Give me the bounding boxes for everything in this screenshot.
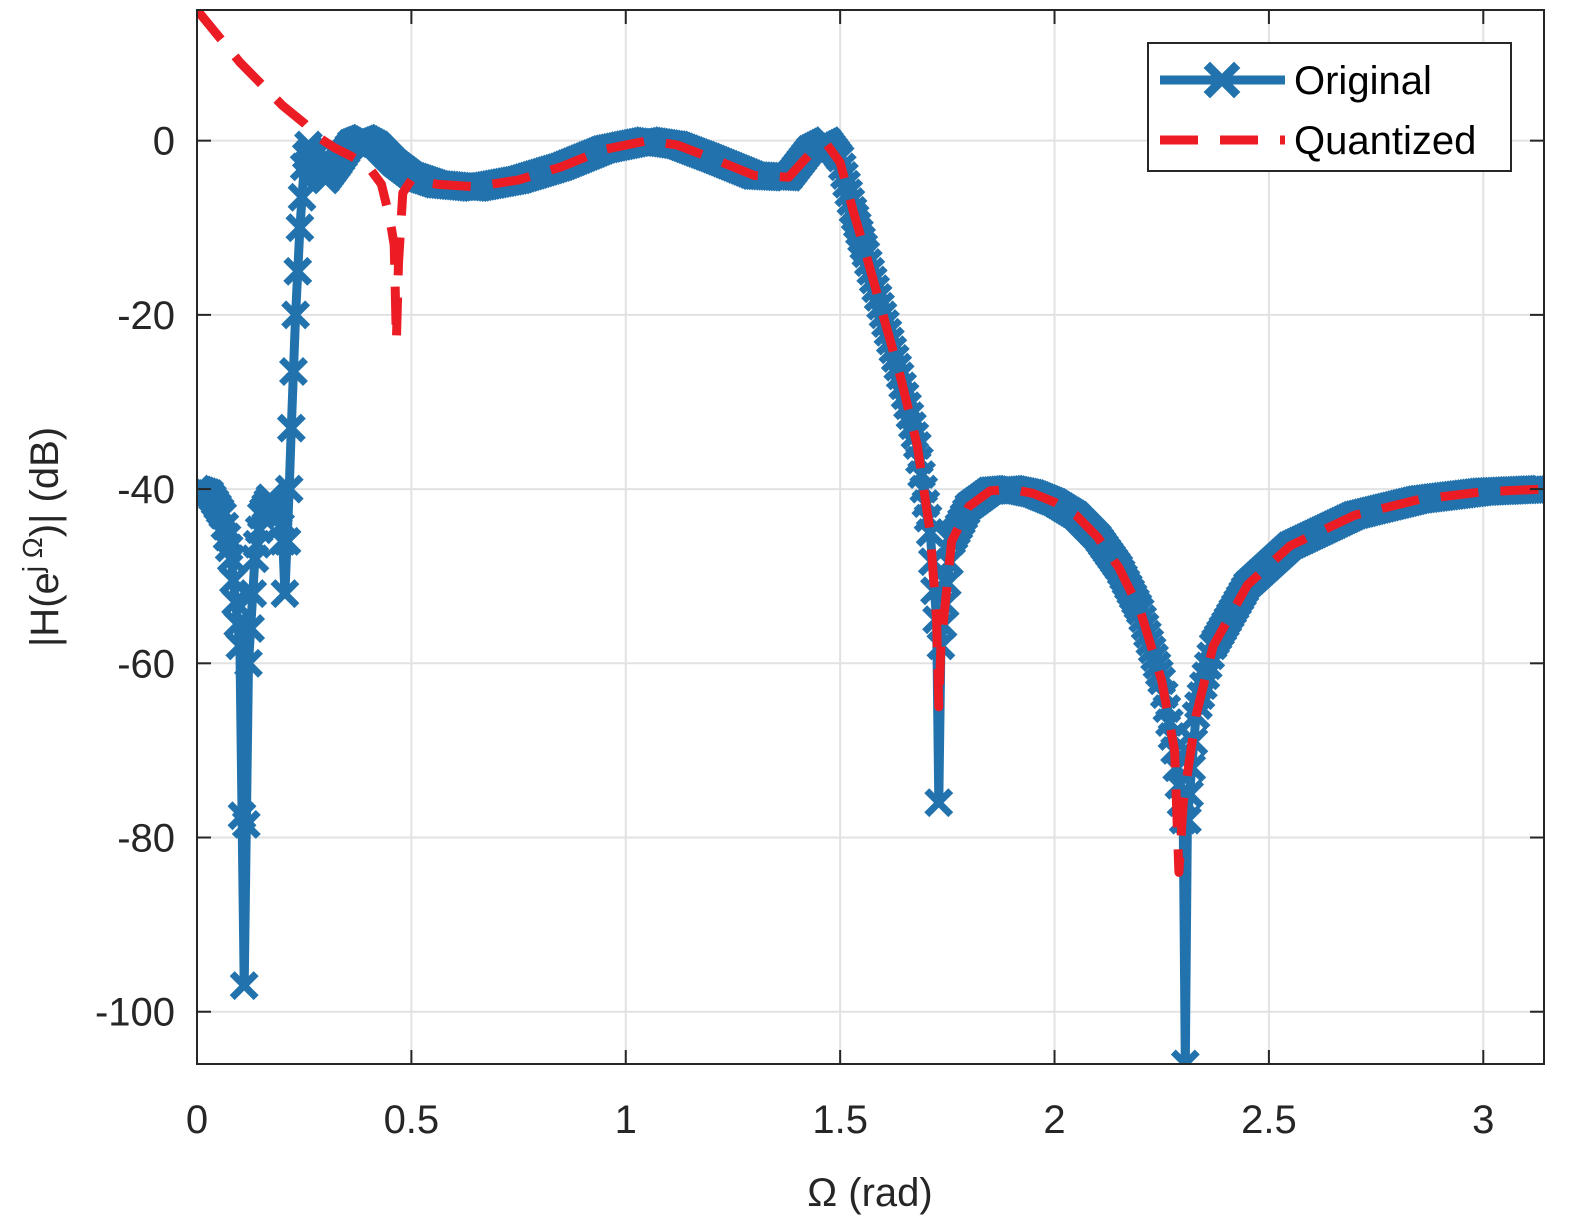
axes-box	[196, 9, 1545, 1065]
legend: Original Quantized	[1147, 42, 1512, 172]
axis-ticks: 0 0.5 1 1.5 2 2.5 3 0 -20 -40 -60 -80 -100	[95, 10, 1544, 1142]
y-tick-label: -60	[117, 642, 175, 686]
original-data-point	[287, 182, 317, 212]
original-data-point	[238, 579, 268, 609]
y-axis-label-tail: )| (dB)	[23, 427, 67, 537]
series-group	[197, 10, 1544, 1064]
x-tick-label: 0	[186, 1098, 208, 1142]
original-data-point	[231, 809, 261, 839]
y-tick-label: 0	[153, 120, 175, 164]
series-quantized-line	[197, 10, 1544, 877]
original-data-point	[225, 631, 255, 661]
original-data-point	[1170, 1049, 1200, 1064]
y-axis-label: |H(ej Ω)| (dB)	[17, 427, 67, 647]
x-tick-label: 2.5	[1241, 1098, 1297, 1142]
grid	[196, 10, 1544, 1064]
x-tick-label: 0.5	[384, 1098, 440, 1142]
original-data-point	[272, 526, 302, 556]
original-data-point	[274, 474, 304, 504]
original-data-point	[233, 648, 263, 678]
legend-original-marker-icon	[1203, 61, 1241, 99]
x-tick-label: 1.5	[812, 1098, 868, 1142]
y-axis-label-superscript: j Ω	[17, 537, 48, 573]
x-tick-label: 2	[1043, 1098, 1065, 1142]
original-data-point	[915, 518, 945, 548]
original-data-point	[229, 971, 259, 1001]
original-data-point	[924, 788, 954, 818]
original-data-point	[236, 613, 266, 643]
y-tick-label: -40	[117, 468, 175, 512]
y-tick-label: -20	[117, 294, 175, 338]
original-data-point	[285, 213, 315, 243]
y-tick-label: -80	[117, 817, 175, 861]
original-data-point	[278, 357, 308, 386]
x-tick-label: 1	[615, 1098, 637, 1142]
original-data-point	[276, 413, 306, 443]
x-tick-label: 3	[1472, 1098, 1494, 1142]
original-data-point	[281, 300, 311, 330]
y-axis-label-base: |H(e	[23, 572, 67, 647]
legend-original-label: Original	[1294, 59, 1432, 103]
x-axis-label: Ω (rad)	[807, 1171, 932, 1215]
legend-quantized-label: Quantized	[1294, 119, 1476, 163]
original-data-point	[270, 579, 300, 609]
y-tick-label: -100	[95, 991, 175, 1035]
original-data-point	[283, 256, 313, 286]
